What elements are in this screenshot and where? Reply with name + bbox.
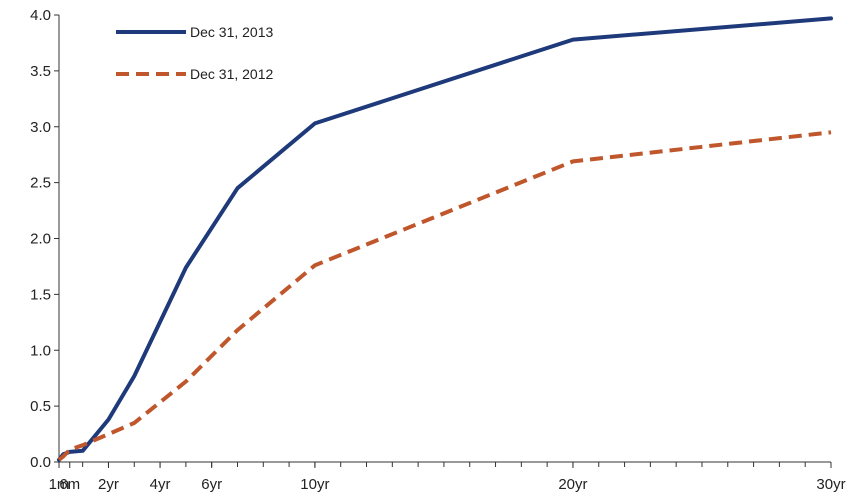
legend: Dec 31, 2013 Dec 31, 2012 xyxy=(116,24,273,82)
y-tick-label: 3.5 xyxy=(30,63,51,80)
x-tick-label: 4yr xyxy=(150,476,171,493)
x-tick-label: 1m xyxy=(49,476,70,493)
y-tick-label: 4.0 xyxy=(30,7,51,24)
x-tick-label: 6yr xyxy=(201,476,222,493)
series-layer xyxy=(57,16,833,462)
x-tick-label: 6m xyxy=(59,476,80,493)
series-line-1 xyxy=(57,130,832,462)
y-tick-label: 0.5 xyxy=(30,398,51,415)
x-tick-label: 10yr xyxy=(300,476,329,493)
x-tick-label: 2yr xyxy=(98,476,119,493)
y-tick-label: 1.5 xyxy=(30,286,51,303)
legend-label-dec-31-2012: Dec 31, 2012 xyxy=(190,66,273,82)
y-tick-label: 2.0 xyxy=(30,231,51,248)
legend-label-dec-31-2013: Dec 31, 2013 xyxy=(190,24,273,40)
y-tick-label: 2.5 xyxy=(30,175,51,192)
y-tick-label: 3.0 xyxy=(30,119,51,136)
y-axis-ticks: 0.0 0.5 1.0 1.5 2.0 2.5 3.0 3.5 4.0 xyxy=(30,7,59,471)
x-tick-label: 30yr xyxy=(816,476,845,493)
y-tick-label: 1.0 xyxy=(30,342,51,359)
x-tick-label: 20yr xyxy=(558,476,587,493)
y-tick-label: 0.0 xyxy=(30,454,51,471)
series-line-0 xyxy=(57,16,833,462)
